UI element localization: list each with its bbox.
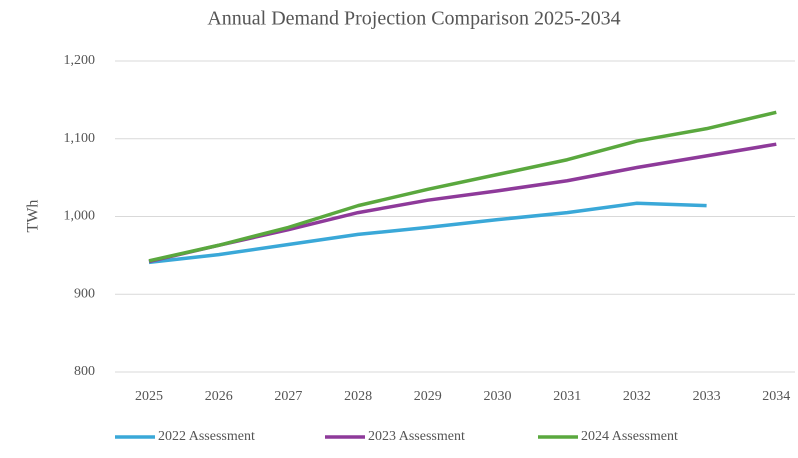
series-line (148, 110, 777, 263)
x-tick-label: 2032 (623, 389, 651, 404)
y-tick-label: 800 (74, 364, 95, 379)
legend-label: 2024 Assessment (581, 429, 678, 444)
y-tick-label: 900 (74, 286, 95, 301)
y-tick-label: 1,200 (64, 53, 96, 68)
legend-label: 2022 Assessment (158, 429, 255, 444)
chart-title: Annual Demand Projection Comparison 2025… (207, 8, 620, 30)
x-tick-label: 2027 (274, 389, 302, 404)
x-tick-label: 2031 (553, 389, 581, 404)
y-axis-label: TWh (25, 200, 42, 233)
series-line (148, 142, 777, 264)
y-tick-label: 1,100 (64, 131, 96, 146)
x-tick-label: 2029 (414, 389, 442, 404)
x-tick-label: 2034 (762, 389, 790, 404)
x-tick-label: 2028 (344, 389, 372, 404)
y-tick-label: 1,000 (64, 209, 96, 224)
x-tick-label: 2025 (135, 389, 163, 404)
x-tick-label: 2030 (484, 389, 512, 404)
x-tick-label: 2033 (693, 389, 721, 404)
legend-label: 2023 Assessment (368, 429, 465, 444)
x-tick-label: 2026 (205, 389, 233, 404)
series-line (148, 201, 707, 265)
